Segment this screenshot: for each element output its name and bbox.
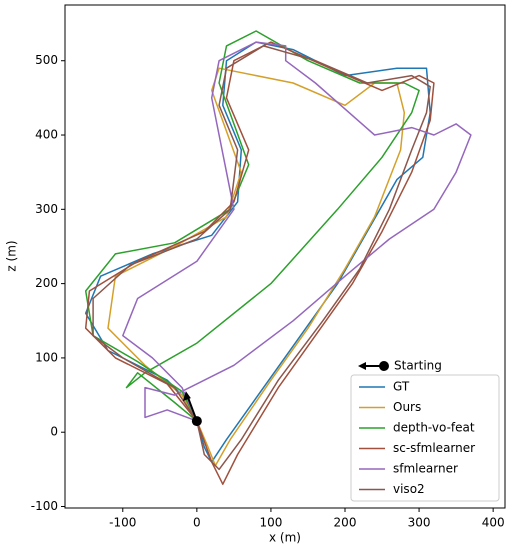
start-point [191,416,202,427]
legend-label: Starting [394,359,442,373]
x-tick-label: -100 [109,516,136,530]
y-tick-label: 400 [35,128,58,142]
legend-label: viso2 [393,482,425,496]
trajectory [122,41,472,422]
y-tick-label: 100 [35,350,58,364]
y-axis-label: z (m) [5,240,19,271]
plot-frame [64,4,506,509]
legend-label: GT [393,380,410,394]
trajectory [92,45,431,471]
x-tick-label: 100 [259,516,282,530]
start-arrow-head [182,391,191,402]
y-tick-label: -100 [31,499,58,513]
x-tick-label: 400 [482,516,505,530]
x-tick-label: 300 [408,516,431,530]
legend-start-head [358,362,366,370]
y-tick-label: 200 [35,276,58,290]
legend-box [350,374,500,502]
trajectory [84,41,435,485]
x-axis-label: x (m) [269,531,301,545]
legend-label: Ours [393,400,421,414]
y-tick-label: 500 [35,53,58,67]
trajectory [107,67,406,467]
x-tick-label: 0 [193,516,201,530]
legend-label: depth-vo-feat [393,421,475,435]
y-tick-label: 300 [35,202,58,216]
y-tick-label: 0 [50,425,58,439]
legend-label: sfmlearner [393,462,458,476]
legend-label: sc-sfmlearner [393,441,475,455]
trajectory [84,30,420,422]
x-tick-label: 200 [334,516,357,530]
legend-start-dot [379,361,389,371]
